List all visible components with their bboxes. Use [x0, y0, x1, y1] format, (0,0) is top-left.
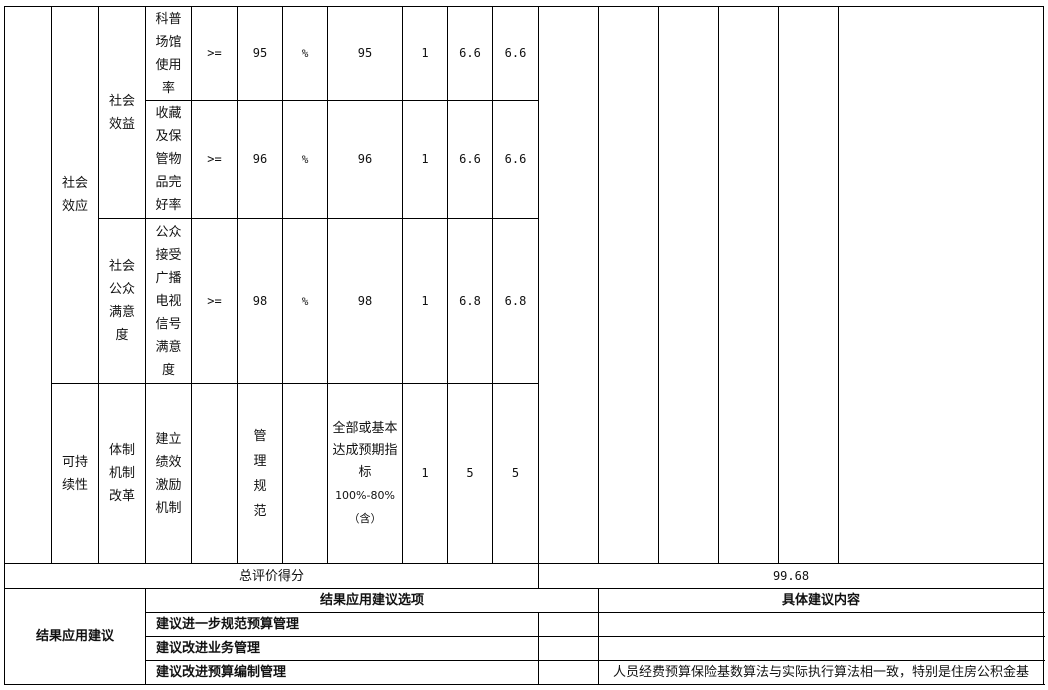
indicator-label: 建立绩效激励机制 — [155, 431, 182, 516]
indicator-cell: 科普场馆使用率 — [145, 6, 192, 101]
suggestion-option: 建议改进预算编制管理 — [145, 660, 539, 685]
actual-label: 全部或基本达成预期指标 — [332, 420, 398, 480]
performance-evaluation-table: 社会效应 社会效益 科普场馆使用率 >= 95 % 95 1 6.6 6.6 收… — [4, 6, 1044, 685]
empty-cell — [598, 6, 659, 564]
score-cell: 5 — [492, 383, 539, 564]
options-header: 结果应用建议选项 — [145, 588, 599, 613]
level2-cell: 社会效益 — [98, 6, 146, 219]
suggestion-content: 人员经费预算保险基数算法与实际执行算法相一致，特别是住房公积金基 — [598, 660, 1044, 685]
indicator-cell: 公众接受广播电视信号满意度 — [145, 218, 192, 384]
table-row: 收藏及保管物品完好率 >= 96 % 96 1 6.6 6.6 — [5, 100, 1044, 219]
indicator-label: 公众接受广播电视信号满意度 — [155, 224, 182, 378]
level1-label: 社会效应 — [61, 176, 88, 214]
score-max-cell: 5 — [447, 383, 493, 564]
score-cell: 6.6 — [492, 6, 539, 101]
suggestion-checkbox-cell[interactable] — [538, 660, 599, 685]
actual-cell: 96 — [327, 100, 403, 219]
empty-cell — [658, 6, 719, 564]
actual-cell: 95 — [327, 6, 403, 101]
total-row: 总评价得分 99.68 — [4, 563, 1044, 589]
unit-cell: % — [282, 218, 328, 384]
suggestion-content — [598, 636, 1044, 661]
score-max-cell: 6.6 — [447, 100, 493, 219]
suggestion-row: 建议改进预算编制管理 人员经费预算保险基数算法与实际执行算法相一致，特别是住房公… — [5, 660, 1044, 685]
table-row: 社会公众满意度 公众接受广播电视信号满意度 >= 98 % 98 1 6.8 6… — [5, 218, 1044, 384]
table-row: 社会效应 社会效益 科普场馆使用率 >= 95 % 95 1 6.6 6.6 — [4, 6, 1044, 564]
target-cell: 95 — [237, 6, 283, 101]
level1-cell: 社会效应 — [51, 6, 99, 384]
target-cell: 98 — [237, 218, 283, 384]
target-cell: 96 — [237, 100, 283, 219]
score-cell: 6.8 — [492, 218, 539, 384]
empty-cell — [4, 6, 52, 564]
actual-cell: 98 — [327, 218, 403, 384]
score-cell: 6.6 — [492, 100, 539, 219]
indicator-label: 收藏及保管物品完好率 — [155, 106, 182, 213]
score-max-cell: 6.6 — [447, 6, 493, 101]
level1-label: 可持续性 — [61, 454, 88, 493]
suggestion-row: 建议改进业务管理 — [5, 636, 1044, 661]
empty-cell — [718, 6, 779, 564]
level2-cell: 体制机制改革 — [98, 383, 146, 564]
suggestion-header-row: 结果应用建议 结果应用建议选项 具体建议内容 — [4, 588, 1044, 685]
level1-cell: 可持续性 — [51, 383, 99, 564]
score-max-cell: 6.8 — [447, 218, 493, 384]
suggestion-checkbox-cell[interactable] — [538, 612, 599, 637]
indicator-cell: 建立绩效激励机制 — [145, 383, 192, 564]
suggestion-content — [598, 612, 1044, 637]
suggestion-row: 建议进一步规范预算管理 — [5, 612, 1044, 637]
suggestion-option: 建议改进业务管理 — [145, 636, 539, 661]
unit-cell: % — [282, 6, 328, 101]
empty-cell — [538, 6, 599, 564]
unit-cell: % — [282, 100, 328, 219]
weight-cell: 1 — [402, 100, 448, 219]
suggestion-checkbox-cell[interactable] — [538, 636, 599, 661]
operator-cell — [191, 383, 238, 564]
level2-label: 社会效益 — [108, 93, 135, 132]
level2-cell: 社会公众满意度 — [98, 218, 146, 384]
weight-cell: 1 — [402, 6, 448, 101]
indicator-cell: 收藏及保管物品完好率 — [145, 100, 192, 219]
unit-cell — [282, 383, 328, 564]
level2-label: 体制机制改革 — [108, 443, 135, 504]
target-cell: 管理规范 — [237, 383, 283, 564]
operator-cell: >= — [191, 100, 238, 219]
suggestion-option: 建议进一步规范预算管理 — [145, 612, 539, 637]
table-row: 可持续性 体制机制改革 建立绩效激励机制 管理规范 全部或基本达成预期指标 10… — [5, 383, 1044, 564]
content-header: 具体建议内容 — [598, 588, 1044, 613]
actual-cell: 全部或基本达成预期指标 100%-80%（含） — [327, 383, 403, 564]
empty-cell — [838, 6, 1044, 564]
operator-cell: >= — [191, 218, 238, 384]
empty-cell — [778, 6, 839, 564]
suggestion-section-label: 结果应用建议 — [4, 588, 146, 685]
indicator-label: 科普场馆使用率 — [155, 11, 182, 96]
weight-cell: 1 — [402, 218, 448, 384]
actual-note: 100%-80%（含） — [335, 488, 395, 525]
total-label: 总评价得分 — [4, 563, 539, 589]
weight-cell: 1 — [402, 383, 448, 564]
operator-cell: >= — [191, 6, 238, 101]
target-label: 管理规范 — [253, 428, 267, 519]
level2-label: 社会公众满意度 — [108, 259, 135, 343]
total-value: 99.68 — [538, 563, 1044, 589]
